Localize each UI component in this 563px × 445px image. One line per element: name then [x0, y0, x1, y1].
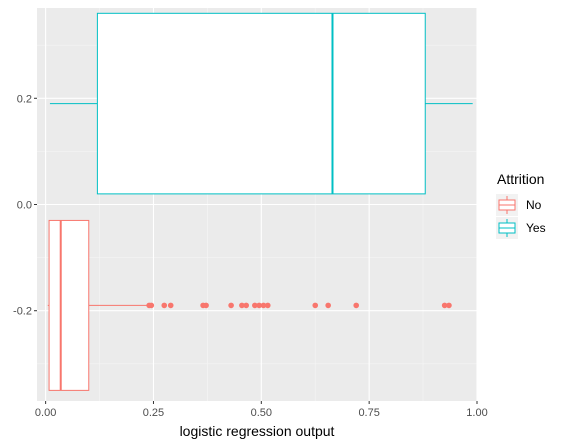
- legend-key-yes: [496, 217, 518, 239]
- y-tick-label: 0.0: [17, 200, 32, 212]
- outlier-point: [239, 302, 245, 309]
- box-yes: [49, 12, 473, 195]
- x-tick-label: 0.25: [143, 407, 164, 419]
- box-no: [47, 219, 452, 391]
- outlier-point: [252, 302, 258, 309]
- x-tick-label: 1.00: [466, 407, 487, 419]
- legend-key-no: [496, 194, 518, 216]
- outlier-point: [264, 302, 271, 309]
- outlier-point: [441, 302, 448, 309]
- x-tick-label: 0.00: [35, 407, 56, 419]
- x-axis-title: logistic regression output: [180, 423, 335, 439]
- legend-label-no: No: [526, 198, 542, 212]
- y-tick-label: 0.2: [17, 93, 32, 105]
- outlier-point: [353, 302, 360, 309]
- outlier-point: [161, 302, 168, 309]
- outlier-point: [167, 302, 174, 309]
- outlier-point: [325, 302, 331, 309]
- outlier-point: [312, 302, 319, 309]
- x-tick-label: 0.50: [251, 407, 272, 419]
- box-iqr: [96, 12, 426, 195]
- y-axis-ticks: -0.2 0.0 0.2: [13, 93, 37, 318]
- box-iqr: [48, 219, 90, 391]
- outlier-point: [228, 302, 234, 309]
- legend-label-yes: Yes: [526, 221, 546, 235]
- outlier-point: [256, 302, 262, 309]
- outlier-point: [243, 302, 250, 309]
- legend: Attrition No Yes: [496, 171, 546, 239]
- outlier-point: [148, 302, 155, 309]
- y-tick-label: -0.2: [13, 306, 32, 318]
- legend-title: Attrition: [497, 171, 544, 187]
- x-tick-label: 0.75: [358, 407, 379, 419]
- outlier-point: [203, 302, 209, 309]
- outlier-point: [260, 302, 267, 309]
- box-series: [47, 12, 473, 391]
- outlier-point: [446, 302, 452, 309]
- x-axis-ticks: 0.00 0.25 0.50 0.75 1.00: [35, 401, 488, 419]
